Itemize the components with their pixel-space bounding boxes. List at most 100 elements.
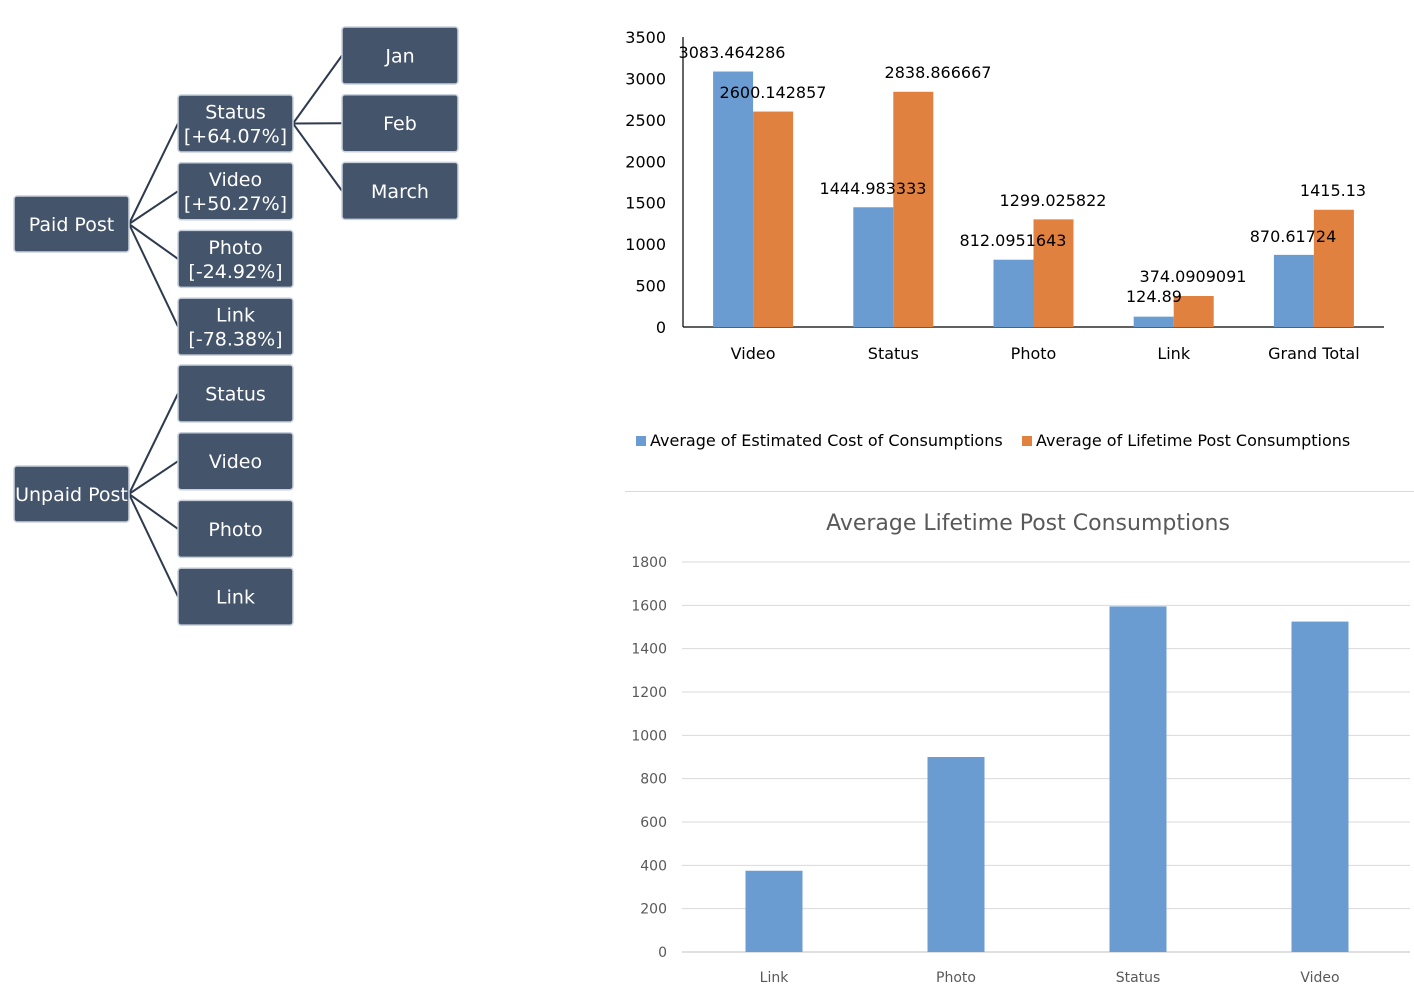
chart-divider: [625, 491, 1414, 492]
tree-root-unpaid-post-child-photo-label: Photo: [208, 519, 262, 541]
tree-root-paid-post-child-video-label: Video: [209, 169, 262, 191]
chart2-bar-status: [1109, 606, 1167, 952]
chart2-y-tick-label: 600: [640, 815, 667, 831]
chart1-bar-grand-total-series-1: [1273, 254, 1314, 327]
chart2-title: Average Lifetime Post Consumptions: [826, 511, 1230, 536]
chart1-data-label: 1415.13: [1300, 181, 1366, 200]
tree-root-paid-post-child-photo-box: [177, 229, 294, 289]
chart1-y-tick-label: 0: [656, 318, 666, 337]
chart1-bar-video-series-2: [753, 111, 794, 327]
chart1-y-tick-label: 2500: [625, 111, 666, 130]
cost-vs-consumptions-bar-chart: 0 500 1000 1500 2000 2500 3000 3500 Video Status P…: [625, 28, 1384, 450]
chart1-data-label: 2600.142857: [720, 83, 827, 102]
tree-root-paid-post-child-status-month-jan-connector: [292, 54, 343, 125]
tree-root-unpaid-post-child-link-label: Link: [216, 587, 255, 609]
chart1-data-label: 1444.983333: [820, 179, 927, 198]
chart1-bar-video-series-1: [713, 71, 754, 327]
chart1-y-tick-label: 1500: [625, 194, 666, 213]
chart2-axes: 0 200 400 600 800 1000 1200 1400 1600 1800 Link Pho…: [631, 555, 1339, 986]
tree-root-paid-post-child-link-label: Link: [216, 305, 255, 327]
tree-root-unpaid-post-child-link-connector: [128, 493, 179, 598]
tree-root-unpaid-post-child-link-box: [177, 567, 294, 626]
chart1-legend-swatch-series-1: [636, 436, 646, 446]
tree-root-paid-post-child-link-box: [177, 297, 294, 356]
chart1-data-label: 124.89: [1126, 287, 1182, 306]
tree-root-paid-post-child-status-month-jan-label: Jan: [384, 46, 414, 68]
tree-root-unpaid-post-child-status-box: [177, 364, 294, 423]
chart1-legend-swatch-series-2: [1022, 436, 1032, 446]
tree-root-paid-post-box: [13, 195, 130, 253]
chart2-y-tick-label: 400: [640, 858, 667, 874]
chart1-y-tick-label: 3500: [625, 28, 666, 47]
chart2-y-tick-label: 1400: [631, 642, 667, 658]
tree-root-unpaid-post-child-photo-connector: [128, 493, 179, 530]
chart2-bar-photo: [927, 757, 985, 952]
tree-root-unpaid-post-box: [13, 465, 130, 523]
chart1-bar-photo-series-2: [1033, 219, 1074, 327]
chart1-data-label: 374.0909091: [1140, 267, 1247, 286]
post-type-tree-diagram: Paid PostStatus[+64.07%]JanFebMarchVideo…: [13, 26, 459, 626]
chart2-x-tick-label: Link: [760, 970, 790, 986]
chart2-bar-link: [745, 870, 803, 952]
tree-root-unpaid-post-child-video-connector: [128, 460, 179, 495]
chart2-x-tick-label: Status: [1116, 970, 1161, 986]
chart1-data-label: 1299.025822: [1000, 191, 1107, 210]
chart2-y-tick-label: 800: [640, 772, 667, 788]
average-lifetime-post-consumptions-chart: Average Lifetime Post Consumptions 0 200 40…: [631, 511, 1410, 986]
tree-root-paid-post-child-video-box: [177, 161, 294, 221]
chart1-x-tick-label: Photo: [1011, 344, 1057, 363]
chart1-x-tick-label: Status: [868, 344, 919, 363]
chart2-y-tick-label: 1800: [631, 555, 667, 571]
tree-root-paid-post-child-photo-label: [-24.92%]: [188, 261, 282, 283]
tree-root-paid-post-child-status-month-march-connector: [292, 122, 343, 192]
tree-root-unpaid-post-child-status-connector: [128, 393, 179, 495]
tree-root-paid-post-child-status-label: Status: [205, 102, 266, 124]
chart2-y-tick-label: 1200: [631, 685, 667, 701]
tree-root-paid-post-child-status-month-jan-box: [341, 26, 459, 85]
chart1-x-tick-label: Link: [1157, 344, 1191, 363]
chart2-bars: [745, 606, 1349, 952]
chart2-y-tick-label: 0: [658, 945, 667, 961]
chart1-bar-link-series-1: [1133, 316, 1174, 327]
chart1-legend: Average of Estimated Cost of Consumption…: [636, 431, 1350, 450]
chart1-bar-status-series-2: [893, 91, 934, 327]
tree-root-paid-post-child-video-connector: [128, 190, 179, 225]
tree-root-paid-post-child-status-month-march-label: March: [371, 181, 429, 203]
tree-root-paid-post-child-status-month-march-box: [341, 161, 459, 221]
chart1-bar-photo-series-1: [993, 259, 1034, 327]
tree-connectors: [128, 54, 343, 598]
chart1-x-tick-label: Video: [731, 344, 776, 363]
chart1-data-label: 870.61724: [1250, 227, 1337, 246]
chart1-legend-label-series-2: Average of Lifetime Post Consumptions: [1036, 431, 1350, 450]
chart2-bar-video: [1291, 621, 1349, 952]
tree-root-paid-post-child-link-connector: [128, 223, 179, 328]
chart1-x-tick-label: Grand Total: [1268, 344, 1360, 363]
chart1-data-labels: 3083.464286 1444.983333 812.0951643 124.89 8…: [679, 43, 1367, 306]
tree-root-unpaid-post-label: Unpaid Post: [15, 484, 128, 506]
tree-root-paid-post-label: Paid Post: [29, 214, 114, 236]
chart1-bar-link-series-2: [1173, 296, 1214, 327]
tree-root-unpaid-post-child-status-label: Status: [205, 384, 266, 406]
tree-root-paid-post-child-status-month-feb-label: Feb: [383, 113, 417, 135]
chart2-y-tick-label: 200: [640, 902, 667, 918]
tree-root-paid-post-child-status-label: [+64.07%]: [184, 126, 287, 148]
chart1-data-label: 2838.866667: [885, 63, 992, 82]
chart1-data-label: 3083.464286: [679, 43, 786, 62]
chart1-bar-status-series-1: [853, 207, 894, 327]
chart2-y-tick-label: 1600: [631, 598, 667, 614]
tree-root-paid-post-child-photo-connector: [128, 223, 179, 260]
chart2-gridlines: [682, 561, 1410, 953]
chart1-y-tick-label: 3000: [625, 69, 666, 88]
chart2-x-tick-label: Video: [1300, 970, 1339, 986]
tree-root-unpaid-post-child-photo-box: [177, 499, 294, 559]
tree-root-paid-post-child-status-box: [177, 94, 294, 153]
tree-root-unpaid-post-child-video-label: Video: [209, 451, 262, 473]
tree-root-paid-post-child-status-connector: [128, 123, 179, 225]
tree-root-unpaid-post-child-video-box: [177, 431, 294, 491]
tree-root-paid-post-child-link-label: [-78.38%]: [188, 329, 282, 351]
tree-nodes: Paid PostStatus[+64.07%]JanFebMarchVideo…: [13, 26, 459, 626]
chart2-y-tick-label: 1000: [631, 728, 667, 744]
chart1-bars: [713, 71, 1354, 327]
chart1-y-tick-label: 2000: [625, 152, 666, 171]
